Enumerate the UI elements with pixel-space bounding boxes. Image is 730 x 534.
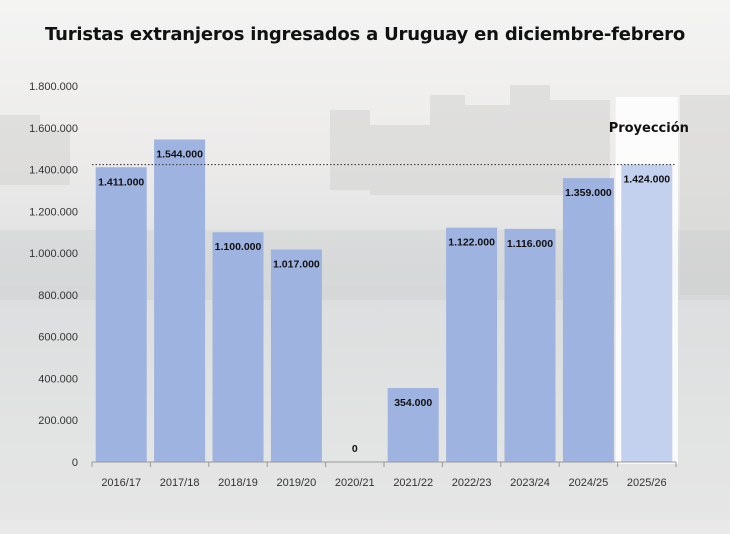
y-tick-label: 1.600.000 bbox=[29, 123, 78, 135]
bar bbox=[212, 232, 264, 462]
data-label: 1.411.000 bbox=[98, 176, 144, 188]
bar bbox=[154, 139, 206, 462]
y-tick-label: 400.000 bbox=[38, 373, 78, 385]
y-tick-label: 1.800.000 bbox=[29, 81, 78, 93]
data-label: 1.017.000 bbox=[273, 259, 320, 271]
x-tick-label: 2022/23 bbox=[452, 477, 492, 489]
data-label: 1.100.000 bbox=[215, 241, 262, 253]
bar bbox=[270, 249, 322, 462]
bar bbox=[504, 228, 556, 462]
y-tick-label: 800.000 bbox=[38, 290, 78, 302]
bar bbox=[446, 227, 498, 462]
x-tick-label: 2023/24 bbox=[510, 477, 550, 489]
data-label: 354.000 bbox=[394, 397, 432, 409]
bottom-strip bbox=[0, 520, 730, 534]
y-tick-label: 0 bbox=[72, 457, 78, 469]
y-tick-label: 1.000.000 bbox=[29, 248, 78, 260]
data-label: 1.116.000 bbox=[507, 238, 553, 250]
bar-chart: 0 200.000 400.000 600.000 800.000 1.000.000 1.… bbox=[29, 81, 689, 489]
data-label: 1.424.000 bbox=[623, 174, 670, 186]
data-label: 0 bbox=[352, 443, 358, 455]
y-tick-label: 1.200.000 bbox=[29, 206, 78, 218]
x-tick-label: 2020/21 bbox=[335, 477, 375, 489]
chart-title: Turistas extranjeros ingresados a Urugua… bbox=[45, 24, 685, 45]
x-tick-label: 2019/20 bbox=[277, 477, 317, 489]
x-tick-label: 2024/25 bbox=[569, 477, 609, 489]
data-label: 1.122.000 bbox=[448, 237, 495, 249]
y-tick-label: 200.000 bbox=[38, 415, 78, 427]
x-tick-label: 2016/17 bbox=[101, 477, 141, 489]
y-tick-label: 1.400.000 bbox=[29, 165, 78, 177]
projection-label: Proyección bbox=[609, 121, 689, 136]
bar bbox=[95, 167, 147, 462]
x-tick-label: 2018/19 bbox=[218, 477, 258, 489]
y-tick-label: 600.000 bbox=[38, 332, 78, 344]
bar bbox=[387, 388, 439, 462]
data-label: 1.359.000 bbox=[565, 187, 612, 199]
bar bbox=[621, 164, 673, 462]
x-tick-label: 2021/22 bbox=[393, 477, 433, 489]
x-tick-label: 2025/26 bbox=[627, 477, 667, 489]
data-label: 1.544.000 bbox=[156, 148, 203, 160]
bar bbox=[562, 178, 614, 462]
x-tick-label: 2017/18 bbox=[160, 477, 200, 489]
